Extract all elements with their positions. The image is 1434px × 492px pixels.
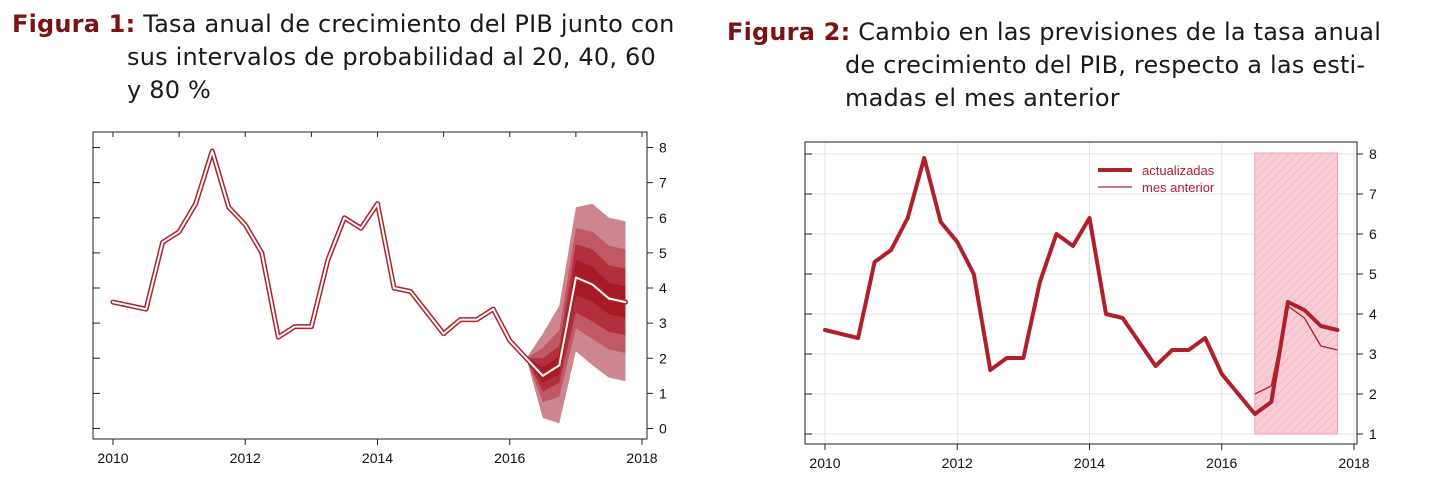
figure1-x-tick-label: 2018 xyxy=(626,450,657,466)
figure2-x-tick-label: 2012 xyxy=(942,455,973,471)
figure1-y-tick-label: 5 xyxy=(659,245,667,261)
figure2-forecast-hatch xyxy=(1254,153,1338,434)
figure2-legend-label-mes-anterior: mes anterior xyxy=(1142,180,1215,195)
figure1-title-line-1: Tasa anual de crecimiento del PIB junto … xyxy=(143,10,675,38)
figure2-x-tick-label: 2010 xyxy=(809,455,840,471)
figure2-y-tick-label: 6 xyxy=(1369,226,1377,242)
figure2-y-tick-label: 2 xyxy=(1369,386,1377,402)
figure2-title-line-2: de crecimiento del PIB, respecto a las e… xyxy=(845,51,1366,79)
figure1-x-tick-label: 2016 xyxy=(494,450,525,466)
figure1-x-tick-label: 2014 xyxy=(362,450,393,466)
figure1-y-tick-label: 6 xyxy=(659,210,667,226)
figure1-y-tick-label: 4 xyxy=(659,280,667,296)
figure2-y-tick-label: 4 xyxy=(1369,306,1377,322)
figure1-y-tick-label: 1 xyxy=(659,385,667,401)
figure2-y-tick-label: 1 xyxy=(1369,426,1377,442)
figure1-y-tick-label: 3 xyxy=(659,315,667,331)
figure2-legend-label-actualizadas: actualizadas xyxy=(1142,163,1215,178)
figure2-x-tick-label: 2016 xyxy=(1206,455,1237,471)
figure1-plot-frame xyxy=(92,131,648,440)
figure1-y-tick-label: 2 xyxy=(659,350,667,366)
figure2-title-line-3: madas el mes anterior xyxy=(845,84,1120,112)
figure1-title-line-2: sus intervalos de probabilidad al 20, 40… xyxy=(127,43,656,71)
figure1-x-tick-label: 2010 xyxy=(97,450,128,466)
figure2-x-tick-label: 2018 xyxy=(1338,455,1369,471)
figure2-plot-frame xyxy=(804,141,1358,445)
figure1-title-line-3: y 80 % xyxy=(127,76,212,104)
figure1-title: Figura 1: Tasa anual de crecimiento del … xyxy=(12,8,675,107)
figure2-y-tick-label: 5 xyxy=(1369,266,1377,282)
figure2-y-tick-label: 8 xyxy=(1369,146,1377,162)
figure2-y-tick-label: 7 xyxy=(1369,186,1377,202)
figure1-y-tick-label: 0 xyxy=(659,421,667,437)
figure1-gdp-line-core xyxy=(112,150,627,377)
figure2-title-line-1: Cambio en las previsiones de la tasa anu… xyxy=(858,18,1382,46)
figure2-title: Figura 2: Cambio en las previsiones de l… xyxy=(727,16,1381,115)
figure1-y-tick-label: 8 xyxy=(659,140,667,156)
figure2-y-tick-label: 3 xyxy=(1369,346,1377,362)
figure2-series-actualizadas xyxy=(823,156,1340,416)
figure1-y-tick-label: 7 xyxy=(659,175,667,191)
figure2-x-tick-label: 2014 xyxy=(1074,455,1105,471)
figure1-label: Figura 1: xyxy=(12,10,136,38)
figure1-x-tick-label: 2012 xyxy=(230,450,261,466)
figure2-series-mes-anterior xyxy=(1254,305,1338,395)
figure2-label: Figura 2: xyxy=(727,18,851,46)
